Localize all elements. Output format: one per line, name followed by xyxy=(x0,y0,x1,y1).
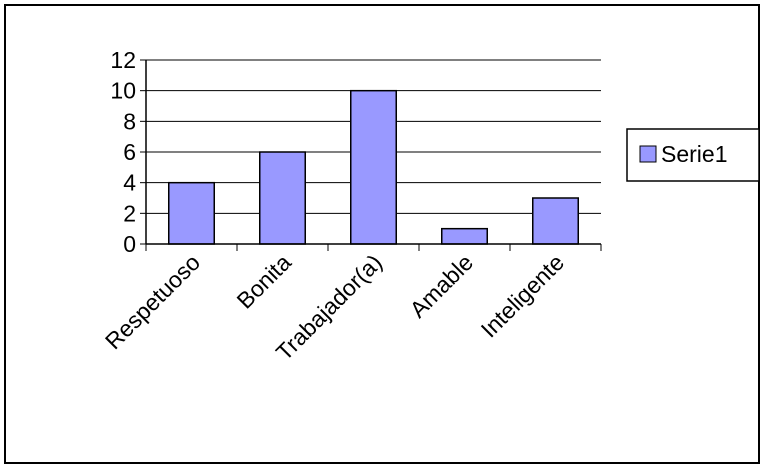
legend-swatch xyxy=(639,145,657,163)
x-tick-label: Amable xyxy=(405,249,479,323)
y-tick-label: 0 xyxy=(123,231,136,257)
legend-label-serie1: Serie1 xyxy=(661,141,727,167)
bars xyxy=(168,89,579,245)
legend: Serie1 xyxy=(626,128,760,182)
y-tick-label: 10 xyxy=(110,78,136,104)
bar-trabajador-a- xyxy=(350,89,397,245)
y-tick-label: 12 xyxy=(110,47,136,73)
bar-amable xyxy=(441,227,488,245)
bar-bonita xyxy=(259,151,306,245)
y-tick-label: 4 xyxy=(123,170,136,196)
bar-respetuoso xyxy=(168,181,215,245)
y-tick-label: 2 xyxy=(123,200,136,226)
bar-inteligente xyxy=(532,197,579,245)
x-tick-label: Inteligente xyxy=(476,249,569,342)
y-tick-label: 8 xyxy=(123,108,136,134)
y-tick-labels: 0 2 4 6 8 10 12 xyxy=(110,47,136,257)
axes xyxy=(140,59,602,251)
x-tick-label: Bonita xyxy=(232,249,297,314)
x-tick-label: Respetuoso xyxy=(100,249,205,354)
y-tick-label: 6 xyxy=(123,139,136,165)
